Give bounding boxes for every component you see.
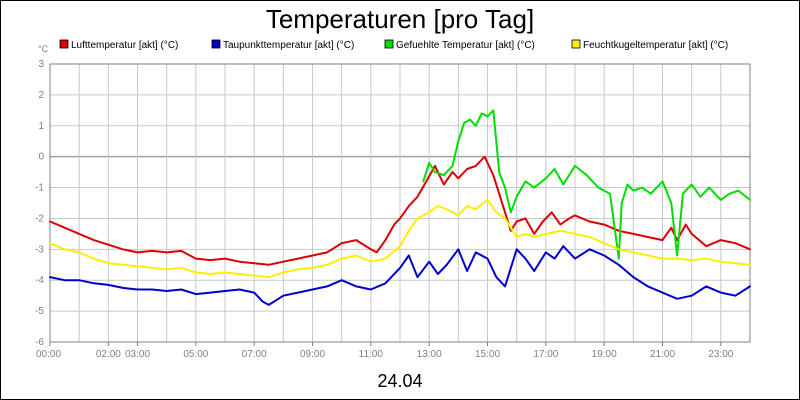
series-line — [422, 109, 751, 260]
legend-swatch — [571, 39, 581, 49]
legend-label: Gefuehlte Temperatur [akt] (°C) — [396, 40, 535, 51]
x-tick-label: 13:00 — [417, 349, 442, 360]
x-tick-label: 07:00 — [242, 349, 267, 360]
x-tick-label: 00:00 — [36, 349, 61, 360]
legend-label: Feuchtkugeltemperatur [akt] (°C) — [583, 40, 728, 51]
series-lines — [49, 109, 751, 306]
y-axis-ticks: 3 2 1 0 -1 -2 -3 -4 -5 -6 — [35, 59, 44, 348]
legend-swatch — [211, 39, 221, 49]
x-tick-label: 21:00 — [650, 349, 675, 360]
series-line — [49, 198, 751, 279]
y-tick-label: -1 — [35, 183, 44, 194]
y-axis-unit: °C — [38, 44, 49, 54]
legend-swatch — [384, 39, 394, 49]
legend: Lufttemperatur [akt] (°C) Taupunkttempera… — [59, 39, 728, 51]
x-tick-label: 09:00 — [300, 349, 325, 360]
x-tick-label: 23:00 — [708, 349, 733, 360]
x-tick-label: 17:00 — [533, 349, 558, 360]
date-label: 24.04 — [377, 371, 422, 391]
plot-area — [49, 63, 751, 343]
legend-label: Taupunkttemperatur [akt] (°C) — [223, 40, 354, 51]
x-tick-label: 11:00 — [359, 349, 384, 360]
x-tick-label: 02:00 — [96, 349, 121, 360]
x-tick-label: 05:00 — [183, 349, 208, 360]
y-tick-label: -5 — [35, 306, 44, 317]
y-tick-label: 0 — [38, 152, 44, 163]
x-axis-ticks: 00:00 02:00 03:00 05:00 07:00 09:00 11:00 13:00… — [36, 342, 734, 360]
y-tick-label: -2 — [35, 213, 44, 224]
y-tick-label: 3 — [38, 59, 44, 70]
series-line — [49, 245, 751, 306]
grid — [50, 63, 750, 343]
series-line — [49, 155, 751, 266]
x-tick-label: 19:00 — [592, 349, 617, 360]
legend-label: Lufttemperatur [akt] (°C) — [71, 40, 178, 51]
y-tick-label: 1 — [38, 121, 44, 132]
x-tick-label: 15:00 — [475, 349, 500, 360]
y-tick-label: -4 — [35, 275, 44, 286]
y-tick-label: -6 — [35, 337, 44, 348]
legend-swatch — [59, 39, 69, 49]
y-tick-label: -3 — [35, 244, 44, 255]
chart-title: Temperaturen [pro Tag] — [266, 4, 534, 34]
x-tick-label: 03:00 — [125, 349, 150, 360]
y-tick-label: 2 — [38, 90, 44, 101]
